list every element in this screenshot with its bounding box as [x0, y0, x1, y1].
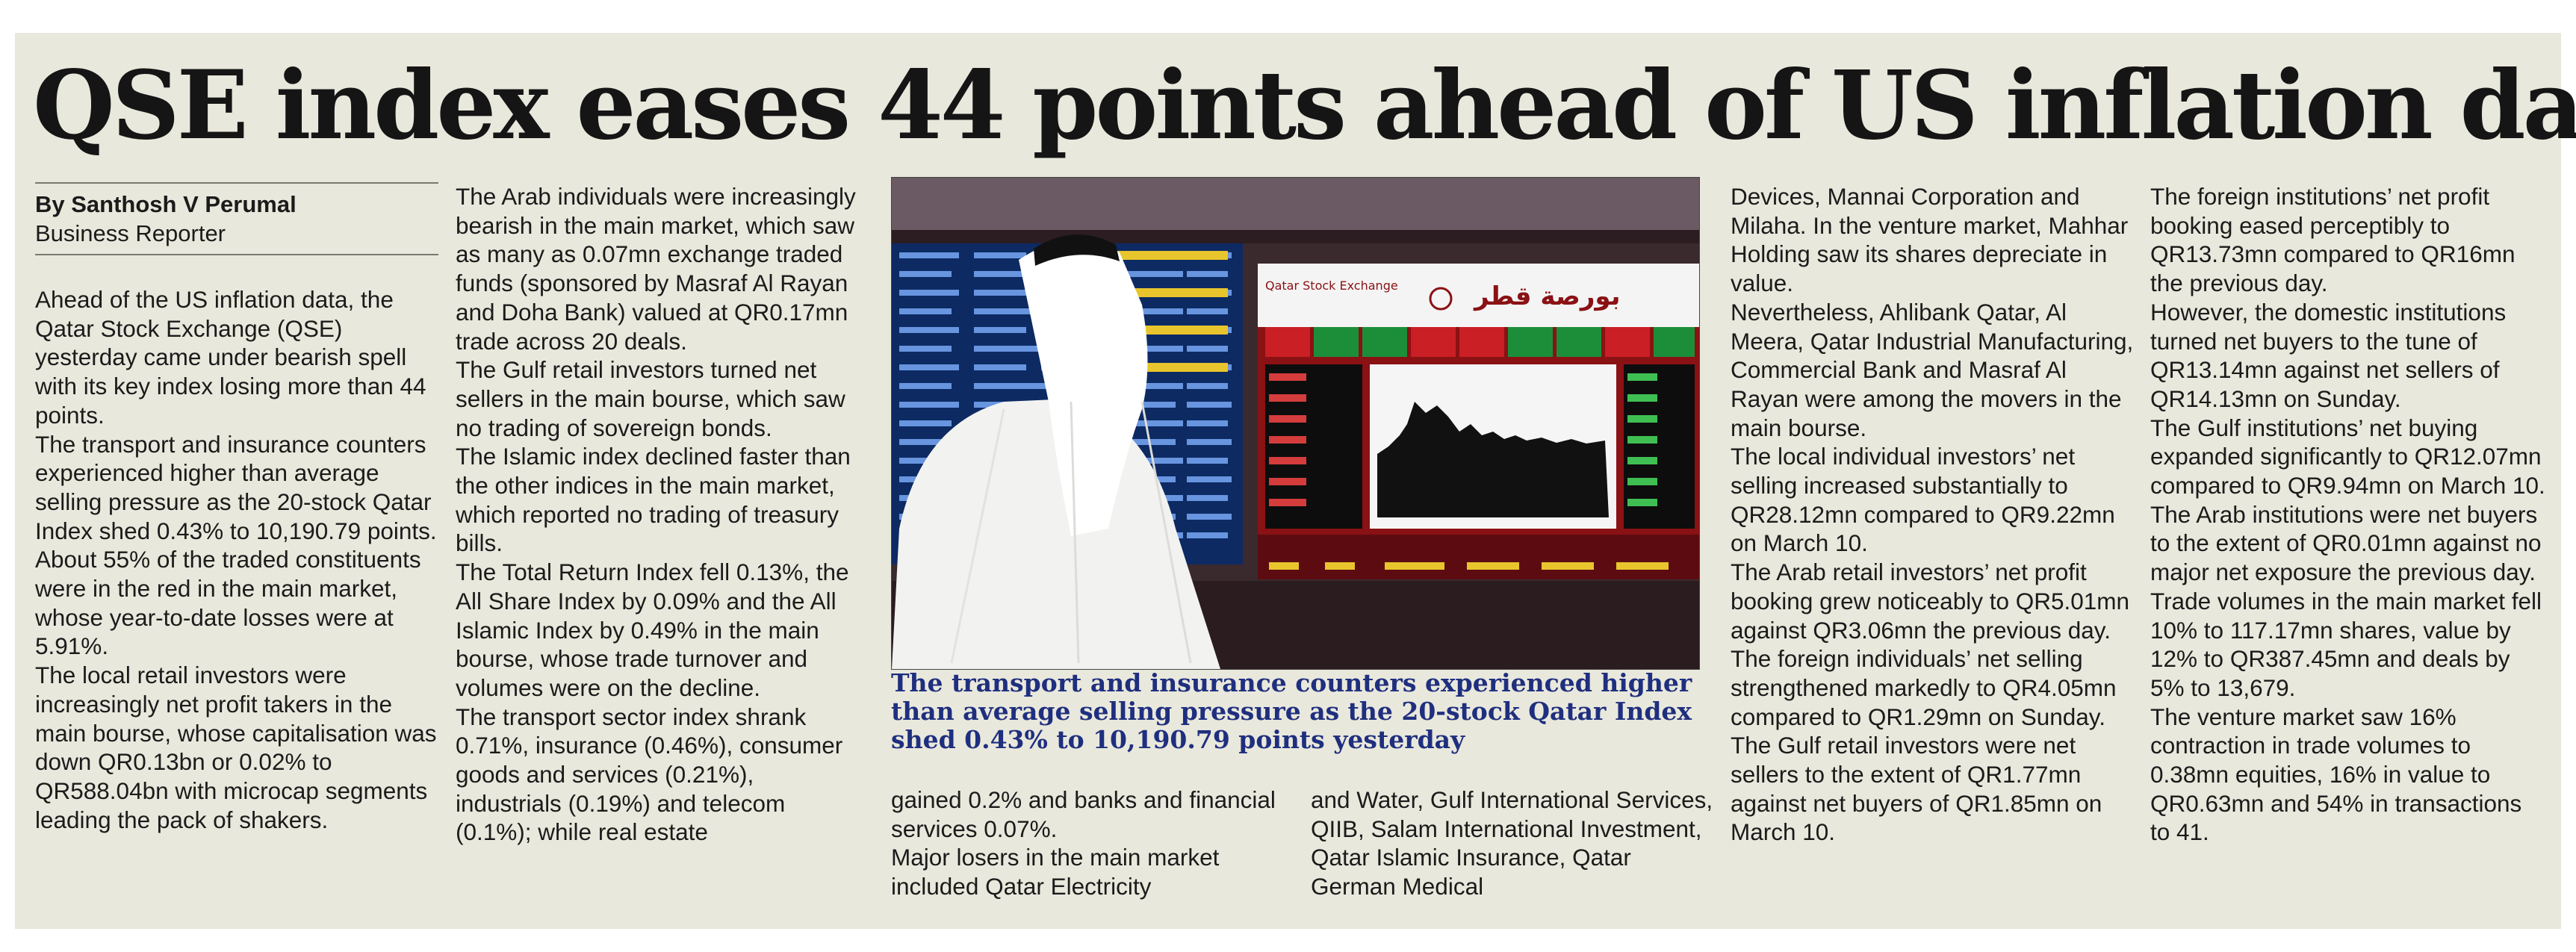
headline: QSE index eases 44 points ahead of US in…	[33, 50, 2576, 161]
article-photo: Qatar Stock Exchange بورصة قطر	[891, 177, 1700, 670]
column-4: and Water, Gulf International Services, …	[1311, 785, 1714, 901]
paragraph: The foreign institutions’ net profit boo…	[2150, 183, 2516, 297]
paragraph: Devices, Mannai Corporation and Milaha. …	[1731, 183, 2129, 297]
paragraph: However, the domestic institutions turne…	[2150, 298, 2507, 412]
byline-top-rule	[35, 182, 438, 184]
board-title-arabic: بورصة قطر	[1473, 281, 1621, 311]
paragraph: The Arab retail investors’ net profit bo…	[1731, 559, 2130, 644]
paragraph: The transport and insurance counters exp…	[35, 430, 437, 544]
paragraph: The local individual investors’ net sell…	[1731, 443, 2115, 557]
paragraph: Nevertheless, Ahlibank Qatar, Al Meera, …	[1731, 298, 2134, 441]
column-1: By Santhosh V Perumal Business Reporter …	[35, 182, 438, 834]
byline-bottom-rule	[35, 254, 438, 255]
column-6: The foreign institutions’ net profit boo…	[2150, 182, 2546, 847]
column-5: Devices, Mannai Corporation and Milaha. …	[1731, 182, 2134, 847]
photo-caption: The transport and insurance counters exp…	[891, 668, 1692, 754]
column-2: The Arab individuals were increasingly b…	[456, 182, 859, 847]
byline-role: Business Reporter	[35, 220, 226, 246]
board-title: Qatar Stock Exchange	[1265, 279, 1398, 293]
paragraph: The transport sector index shrank 0.71%,…	[456, 703, 843, 846]
paragraph: The Gulf retail investors were net selle…	[1731, 732, 2102, 846]
byline: By Santhosh V Perumal Business Reporter	[35, 184, 438, 248]
column-1-text: Ahead of the US inflation data, the Qata…	[35, 285, 438, 834]
paragraph: Trade volumes in the main market fell 10…	[2150, 587, 2542, 701]
paragraph: gained 0.2% and banks and financial serv…	[891, 786, 1276, 842]
byline-author: By Santhosh V Perumal	[35, 191, 297, 217]
paragraph: and Water, Gulf International Services, …	[1311, 786, 1713, 900]
column-3: gained 0.2% and banks and financial serv…	[891, 785, 1294, 901]
paragraph: The Gulf institutions’ net buying expand…	[2150, 414, 2545, 500]
paragraph: The Gulf retail investors turned net sel…	[456, 356, 845, 441]
paragraph: Ahead of the US inflation data, the Qata…	[35, 286, 426, 429]
paragraph: The Islamic index declined faster than t…	[456, 443, 851, 557]
paragraph: The Arab institutions were net buyers to…	[2150, 500, 2542, 586]
paragraph: The Arab individuals were increasingly b…	[456, 183, 856, 355]
paragraph: About 55% of the traded constituents wer…	[35, 546, 421, 660]
paragraph: The local retail investors were increasi…	[35, 662, 437, 833]
paragraph: The Total Return Index fell 0.13%, the A…	[456, 559, 849, 701]
paragraph: The foreign individuals’ net selling str…	[1731, 645, 2117, 730]
paragraph: Major losers in the main market included…	[891, 844, 1220, 900]
man-figure	[892, 234, 1220, 669]
stock-exchange-photo: Qatar Stock Exchange بورصة قطر	[892, 178, 1699, 669]
newspaper-page: QSE index eases 44 points ahead of US in…	[15, 33, 2576, 929]
paragraph: The venture market saw 16% contraction i…	[2150, 703, 2522, 846]
